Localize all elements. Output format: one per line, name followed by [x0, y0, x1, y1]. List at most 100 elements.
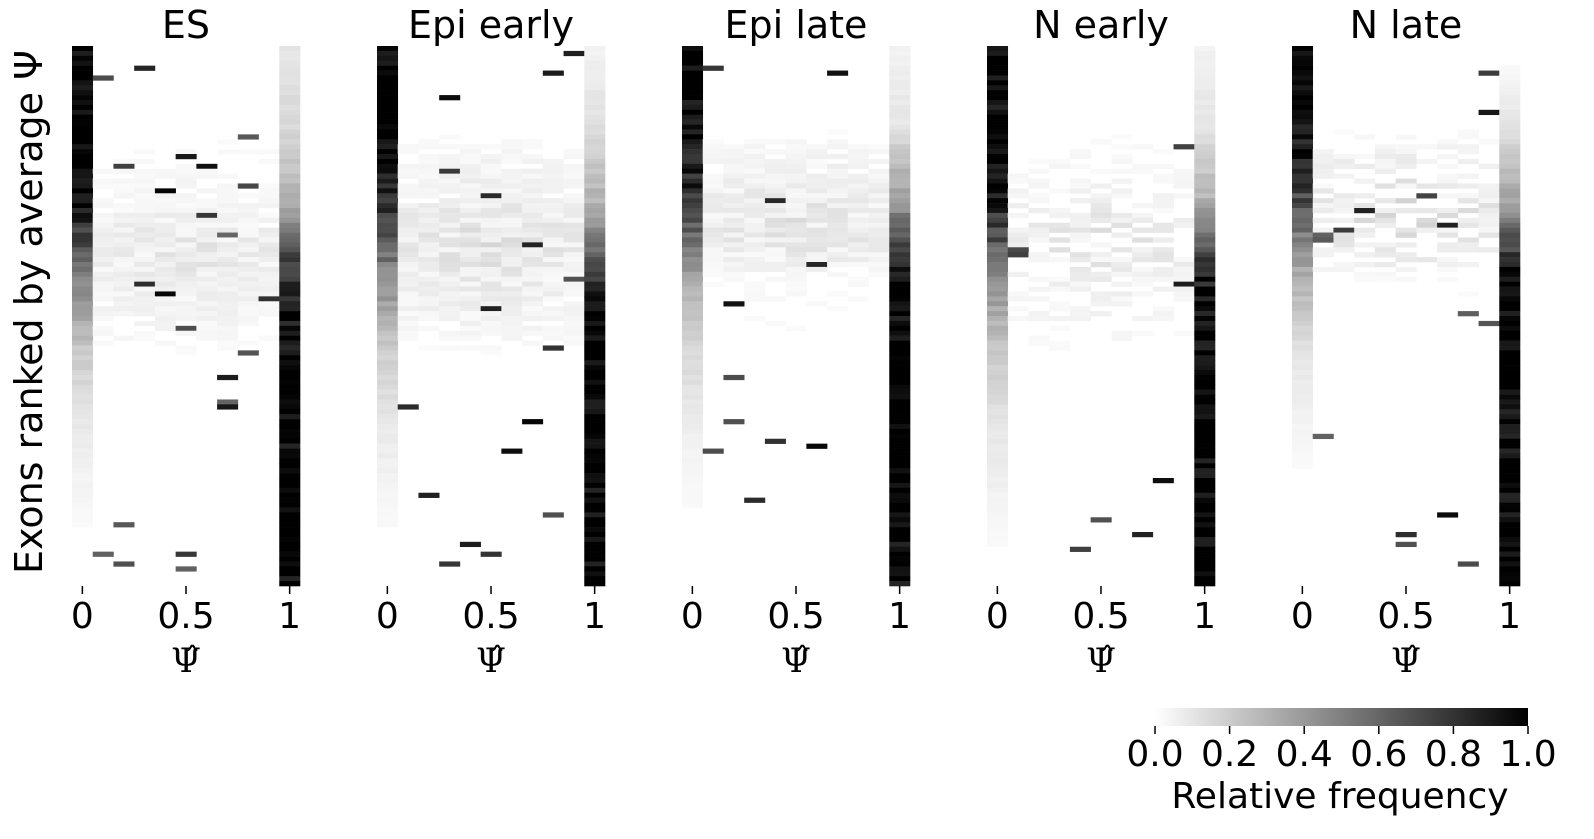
heatmap-cell: [806, 257, 828, 263]
heatmap-cell: [889, 399, 911, 405]
heatmap-cell: [723, 276, 745, 282]
heatmap-cell: [377, 50, 399, 57]
heatmap-cell: [237, 301, 259, 307]
heatmap-cell: [217, 271, 239, 278]
heatmap-cell: [1090, 212, 1112, 219]
heatmap-cell: [584, 350, 606, 356]
heatmap-cell: [987, 227, 1009, 233]
heatmap-cell: [72, 262, 94, 268]
heatmap-cell: [1049, 257, 1071, 263]
heatmap-cell: [702, 242, 724, 248]
heatmap-cell: [847, 183, 869, 189]
heatmap-cell: [1499, 502, 1521, 508]
heatmap-cell: [889, 95, 911, 101]
heatmap-cell: [1499, 266, 1521, 273]
heatmap-cell: [764, 217, 786, 224]
heatmap-cell: [868, 203, 890, 209]
heatmap-cell: [154, 222, 176, 228]
heatmap-cell: [501, 320, 523, 327]
heatmap-cell: [175, 154, 197, 160]
heatmap-cell: [1374, 212, 1396, 219]
heatmap-cell: [397, 252, 419, 258]
heatmap-cell: [1292, 453, 1314, 459]
heatmap-cell: [196, 291, 218, 297]
heatmap-cell: [1194, 247, 1216, 253]
heatmap-cell: [397, 227, 419, 233]
heatmap-cell: [889, 100, 911, 106]
heatmap-cell: [237, 222, 259, 228]
heatmap-cell: [279, 463, 301, 469]
heatmap-cell: [868, 266, 890, 273]
heatmap-cell: [584, 266, 606, 273]
heatmap-cell: [1457, 208, 1479, 214]
heatmap-cell: [1173, 286, 1195, 292]
heatmap-cell: [827, 203, 849, 209]
heatmap-cell: [987, 104, 1009, 111]
heatmap-cell: [723, 266, 745, 273]
heatmap-panel-0: ES0 0.5 1Ψ̂: [71, 3, 301, 681]
heatmap-cell: [175, 203, 197, 209]
heatmap-cell: [113, 286, 135, 292]
heatmap-cell: [1132, 212, 1154, 219]
heatmap-cell: [1194, 414, 1216, 420]
heatmap-cell: [584, 149, 606, 155]
heatmap-cell: [175, 266, 197, 273]
heatmap-cell: [702, 257, 724, 263]
heatmap-cell: [1374, 154, 1396, 160]
heatmap-cell: [258, 149, 280, 155]
heatmap-cell: [72, 424, 94, 430]
heatmap-cell: [1437, 242, 1459, 248]
heatmap-cell: [1069, 271, 1091, 278]
heatmap-cell: [744, 183, 766, 189]
heatmap-cell: [764, 242, 786, 248]
heatmap-cell: [889, 316, 911, 322]
heatmap-cell: [397, 330, 419, 336]
heatmap-cell: [702, 158, 724, 165]
heatmap-cell: [889, 433, 911, 440]
heatmap-cell: [480, 158, 502, 165]
heatmap-cell: [744, 237, 766, 243]
heatmap-cell: [258, 212, 280, 219]
heatmap-cell: [1457, 561, 1479, 567]
heatmap-cell: [702, 262, 724, 268]
heatmap-cell: [785, 271, 807, 278]
heatmap-cell: [682, 379, 704, 386]
heatmap-cell: [1111, 154, 1133, 160]
heatmap-cell: [987, 448, 1009, 454]
heatmap-cell: [682, 468, 704, 474]
heatmap-cell: [279, 158, 301, 165]
heatmap-cell: [723, 212, 745, 219]
heatmap-cell: [584, 85, 606, 91]
heatmap-cell: [72, 419, 94, 425]
heatmap-cell: [563, 232, 585, 238]
heatmap-cell: [237, 247, 259, 253]
colorbar-tick-label: 0.8: [1425, 734, 1482, 775]
heatmap-cell: [1292, 443, 1314, 449]
heatmap-cell: [744, 266, 766, 273]
heatmap-cell: [1499, 262, 1521, 268]
heatmap-cell: [154, 193, 176, 199]
heatmap-cell: [1173, 262, 1195, 268]
heatmap-cell: [439, 335, 461, 341]
heatmap-cell: [584, 168, 606, 174]
panel-title: ES: [162, 3, 210, 47]
heatmap-cell: [1499, 379, 1521, 386]
heatmap-cell: [1069, 266, 1091, 273]
heatmap-cell: [1194, 389, 1216, 395]
heatmap-cell: [682, 301, 704, 307]
heatmap-cell: [397, 276, 419, 282]
heatmap-cell: [1499, 438, 1521, 444]
heatmap-cell: [1333, 266, 1355, 273]
heatmap-cell: [72, 379, 94, 386]
heatmap-cell: [1333, 198, 1355, 204]
heatmap-cell: [501, 242, 523, 248]
heatmap-cell: [377, 281, 399, 287]
heatmap-cell: [987, 350, 1009, 356]
heatmap-cell: [196, 311, 218, 317]
heatmap-cell: [847, 178, 869, 184]
heatmap-cell: [439, 281, 461, 287]
heatmap-cell: [1374, 183, 1396, 189]
heatmap-cell: [279, 70, 301, 76]
heatmap-cell: [563, 320, 585, 327]
heatmap-cell: [1499, 70, 1521, 76]
